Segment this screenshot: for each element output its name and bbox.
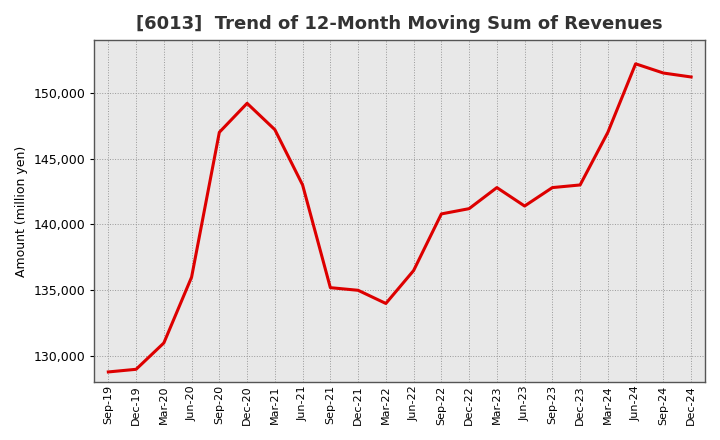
Y-axis label: Amount (million yen): Amount (million yen) [15,146,28,277]
Title: [6013]  Trend of 12-Month Moving Sum of Revenues: [6013] Trend of 12-Month Moving Sum of R… [136,15,663,33]
